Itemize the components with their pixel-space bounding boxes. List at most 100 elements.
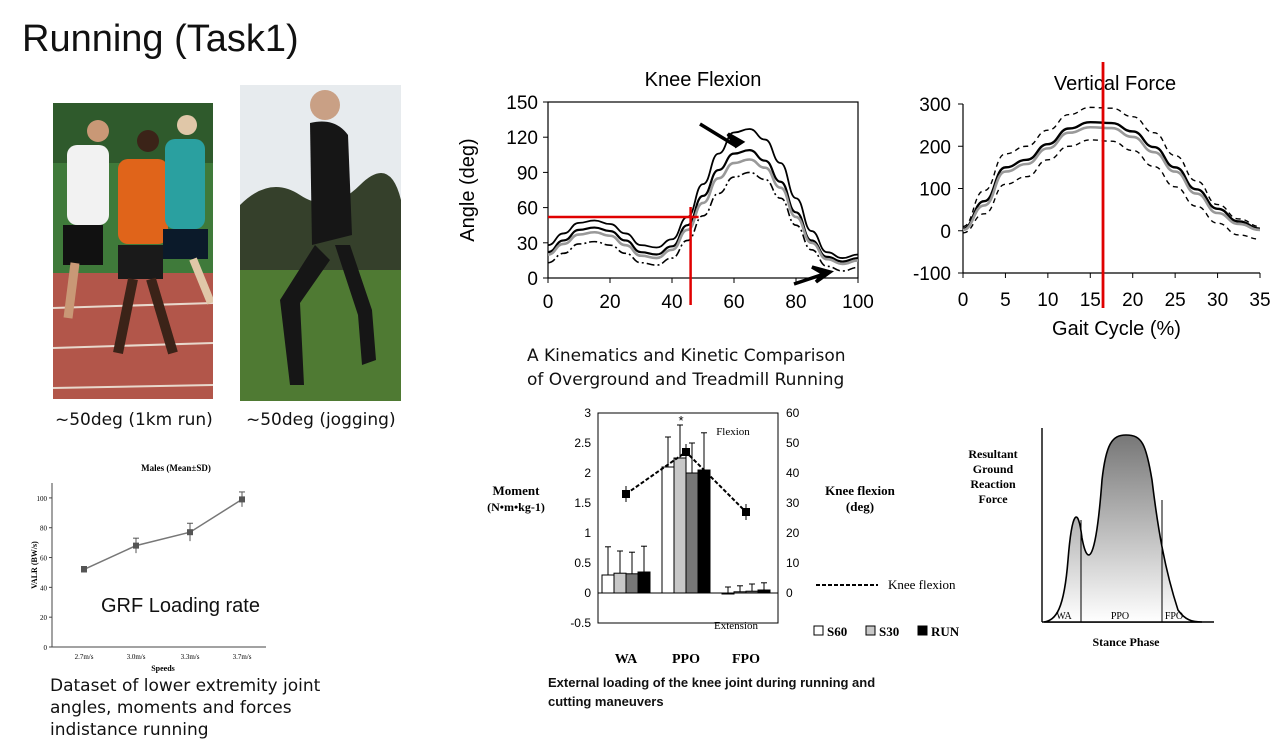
bar-series4	[697, 469, 711, 594]
y2-tick-label: 0	[786, 586, 793, 600]
legend-swatch	[917, 625, 928, 636]
y2-tick-label: 20	[786, 526, 800, 540]
chart-title: Males (Mean±SD)	[141, 463, 211, 473]
y-axis-label: Force	[978, 492, 1008, 506]
x-axis-label: Gait Cycle (%)	[1052, 318, 1181, 340]
legend-swatch	[813, 625, 824, 636]
y-tick-label: 150	[506, 93, 538, 114]
jogging-photo	[240, 85, 401, 401]
annotation-extension: Extension	[714, 620, 758, 632]
bar-run	[685, 472, 699, 594]
knee-moment-chart: -0.500.511.522.530102030405060Moment(N•m…	[487, 406, 960, 667]
x-tick-label: 5	[1000, 290, 1011, 311]
y2-tick-label: 40	[786, 466, 800, 480]
y-tick-label: 0.5	[574, 556, 591, 570]
y-tick-label: -100	[913, 264, 951, 285]
y-tick-label: -0.5	[570, 616, 591, 630]
y-tick-label: 200	[919, 137, 951, 158]
series-line-3	[547, 158, 859, 266]
y-tick-label: 100	[919, 180, 951, 201]
y-tick-label: 80	[40, 525, 48, 533]
y-tick-label: 3	[584, 406, 591, 420]
grf-loading-rate-label: GRF Loading rate	[101, 595, 260, 617]
region-label: WA	[1056, 611, 1072, 622]
bar-s60	[721, 592, 735, 595]
data-point	[81, 566, 87, 573]
x-tick-label: 80	[785, 292, 806, 313]
x-tick-label: 20	[599, 292, 620, 313]
data-point	[133, 542, 139, 549]
knee-flexion-point	[742, 508, 750, 516]
x-tick-label: 60	[723, 292, 744, 313]
y-tick-label: 2.5	[574, 436, 591, 450]
x-tick-label: 3.3m/s	[181, 653, 200, 661]
bar-s60	[661, 466, 675, 594]
category-label: WA	[615, 652, 638, 667]
y-tick-label: 0	[44, 644, 48, 652]
region-label: FPO	[1165, 611, 1183, 622]
x-tick-label: 20	[1122, 290, 1143, 311]
y2-tick-label: 50	[786, 436, 800, 450]
x-tick-label: 3.7m/s	[233, 653, 252, 661]
x-tick-label: 25	[1165, 290, 1186, 311]
y-tick-label: 1.5	[574, 496, 591, 510]
y-tick-label: 120	[506, 128, 538, 149]
x-tick-label: 35	[1249, 290, 1270, 311]
y-axis-label: Resultant	[968, 447, 1017, 461]
x-tick-label: 40	[661, 292, 682, 313]
y2-axis-label: Knee flexion	[825, 483, 895, 498]
bar-series4	[637, 571, 651, 594]
legend-label: S30	[879, 624, 899, 639]
x-tick-label: 30	[1207, 290, 1228, 311]
race-photo-caption: ~50deg (1km run)	[55, 410, 213, 430]
series-line-2	[547, 149, 859, 263]
x-tick-label: 3.0m/s	[127, 653, 146, 661]
x-tick-label: 0	[543, 292, 554, 313]
arrow-icon	[699, 122, 746, 149]
y-axis-label: Ground	[973, 462, 1014, 476]
series-line-4	[962, 139, 1261, 240]
kinematics-caption: A Kinematics and Kinetic Comparison of O…	[527, 346, 846, 390]
bar-run	[745, 590, 759, 594]
knee-flexion-chart: Knee Flexion 0 30 60 90 120 150 0 20 40 60 80 100 Ang…	[457, 69, 874, 313]
legend-label: S60	[827, 624, 847, 639]
series-line-1	[547, 128, 859, 259]
data-point	[187, 529, 193, 536]
region-label: PPO	[1111, 611, 1129, 622]
vertical-force-chart: Vertical Force -100 0 100 200 300 0 5 10 15 20 25 30…	[913, 62, 1271, 340]
y-tick-label: 90	[517, 163, 538, 184]
x-tick-label: 2.7m/s	[75, 653, 94, 661]
jogging-grass	[240, 270, 401, 401]
knee-flexion-point	[682, 448, 690, 456]
category-label: FPO	[732, 652, 760, 667]
race-photo	[53, 103, 213, 399]
bar-s30	[673, 457, 687, 594]
plot-frame	[547, 101, 859, 279]
y-axis-label: Angle (deg)	[457, 138, 479, 241]
bar-series4	[757, 589, 771, 594]
data-point	[239, 496, 245, 503]
series-line	[83, 498, 243, 571]
y-tick-label: 30	[517, 234, 538, 255]
chart-title: Vertical Force	[1054, 73, 1176, 95]
bar-run	[625, 573, 639, 594]
dataset-caption: Dataset of lower extremity joint angles,…	[50, 676, 321, 740]
bar-s30	[733, 591, 747, 594]
y-tick-label: 2	[584, 466, 591, 480]
y-tick-label: 20	[40, 614, 48, 622]
x-tick-label: 10	[1037, 290, 1058, 311]
x-tick-label: 0	[958, 290, 969, 311]
y-tick-label: 300	[919, 95, 951, 116]
slide-title: Running (Task1)	[22, 18, 299, 60]
y2-tick-label: 30	[786, 496, 800, 510]
legend-swatch	[865, 625, 876, 636]
y-axis-label: Moment	[493, 483, 541, 498]
y-axis-unit: (N•m•kg-1)	[487, 500, 545, 514]
x-tick-label: 15	[1080, 290, 1101, 311]
legend-label: RUN	[931, 624, 960, 639]
y-tick-label: 0	[584, 586, 591, 600]
series-line-3	[962, 125, 1261, 232]
y-tick-label: 1	[584, 526, 591, 540]
x-axis-label: Speeds	[151, 664, 175, 673]
